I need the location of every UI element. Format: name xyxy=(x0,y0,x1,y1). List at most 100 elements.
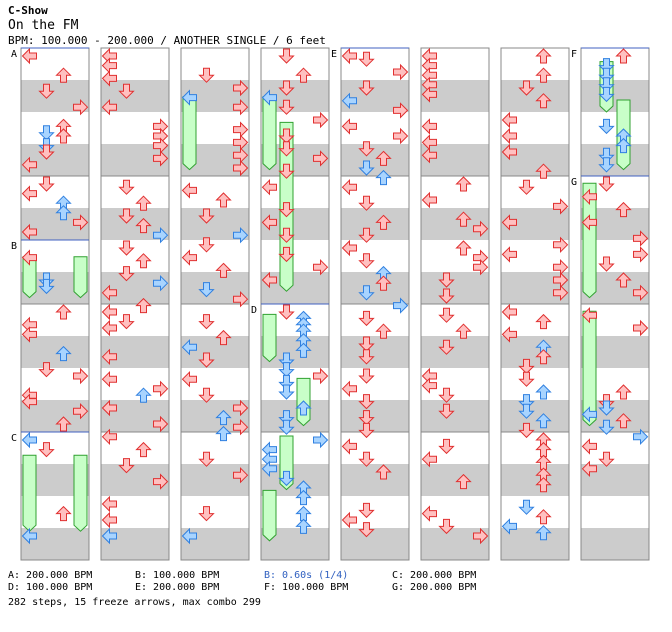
legend-b: B: 100.000 BPM xyxy=(135,570,220,581)
right-arrow xyxy=(153,380,169,398)
right-arrow xyxy=(233,79,249,97)
left-arrow xyxy=(21,431,37,449)
down-arrow xyxy=(358,368,375,384)
left-arrow xyxy=(101,348,117,366)
down-arrow xyxy=(358,310,375,327)
up-arrow xyxy=(55,416,72,432)
marker-label: D xyxy=(251,305,257,316)
up-arrow xyxy=(375,323,392,339)
up-arrow xyxy=(615,48,632,64)
down-arrow xyxy=(38,176,55,192)
left-arrow xyxy=(21,326,37,343)
up-arrow xyxy=(55,205,72,221)
down-arrow xyxy=(598,451,615,467)
down-arrow xyxy=(438,518,455,535)
up-arrow xyxy=(55,67,72,83)
left-arrow xyxy=(581,214,597,231)
up-arrow xyxy=(535,509,552,525)
legend-b-stop: B: 0.60s (1/4) xyxy=(264,570,349,581)
up-arrow xyxy=(535,313,552,330)
left-arrow xyxy=(341,511,357,529)
beat-stripe xyxy=(581,112,649,144)
up-arrow xyxy=(55,345,72,362)
column-border xyxy=(500,47,570,561)
beat-stripe xyxy=(181,48,249,80)
left-arrow xyxy=(501,214,517,231)
beat-stripe xyxy=(581,48,649,80)
right-arrow xyxy=(313,367,329,385)
left-arrow xyxy=(21,156,37,174)
marker-label: G xyxy=(571,177,577,188)
right-arrow xyxy=(313,258,329,276)
up-arrow xyxy=(295,518,312,534)
left-arrow xyxy=(421,86,437,103)
down-arrow xyxy=(38,442,55,458)
left-arrow xyxy=(101,303,117,321)
freeze-arrow xyxy=(73,454,88,532)
right-arrow xyxy=(313,111,329,129)
right-arrow xyxy=(313,431,329,449)
left-arrow xyxy=(181,182,197,199)
down-arrow xyxy=(358,227,375,243)
left-arrow xyxy=(581,438,597,455)
marker-label: A xyxy=(11,49,17,60)
down-arrow xyxy=(438,387,455,403)
legend-g: G: 200.000 BPM xyxy=(392,582,477,593)
marker-label: C xyxy=(11,433,17,444)
up-arrow xyxy=(215,409,232,426)
left-arrow xyxy=(421,505,437,522)
down-arrow xyxy=(598,419,615,435)
down-arrow xyxy=(198,208,215,224)
down-arrow xyxy=(358,522,375,538)
left-arrow xyxy=(341,178,357,196)
right-arrow xyxy=(233,98,249,116)
up-arrow xyxy=(135,441,152,458)
up-arrow xyxy=(295,67,312,83)
up-arrow xyxy=(295,342,312,358)
down-arrow xyxy=(118,208,135,224)
freeze-arrow xyxy=(262,313,277,363)
left-arrow xyxy=(21,223,37,241)
left-arrow xyxy=(421,118,437,135)
left-arrow xyxy=(101,399,117,417)
left-arrow xyxy=(581,406,597,423)
beat-stripe xyxy=(101,176,169,208)
down-arrow xyxy=(518,80,535,96)
freeze-arrow xyxy=(582,310,597,427)
beat-stripe xyxy=(501,400,569,432)
down-arrow xyxy=(278,128,295,144)
down-arrow xyxy=(518,358,535,375)
beat-stripe xyxy=(581,496,649,528)
left-arrow xyxy=(581,460,597,478)
beat-stripe xyxy=(341,464,409,496)
right-arrow xyxy=(153,473,169,490)
right-arrow xyxy=(633,246,649,263)
up-arrow xyxy=(295,400,312,416)
beat-stripe xyxy=(181,304,249,336)
left-arrow xyxy=(341,438,357,455)
up-arrow xyxy=(535,93,552,109)
down-arrow xyxy=(278,304,295,320)
down-arrow xyxy=(38,144,55,160)
up-arrow xyxy=(375,464,392,480)
beat-stripe xyxy=(181,336,249,368)
freeze-arrow xyxy=(262,489,277,542)
beat-stripe xyxy=(181,464,249,496)
beat-stripe xyxy=(501,528,569,560)
right-arrow xyxy=(633,230,649,247)
down-arrow xyxy=(198,282,215,298)
up-arrow xyxy=(295,489,312,506)
beat-stripe xyxy=(501,464,569,496)
up-arrow xyxy=(215,192,232,208)
down-arrow xyxy=(118,458,135,474)
beat-stripe xyxy=(341,400,409,432)
down-arrow xyxy=(438,339,455,355)
left-arrow xyxy=(261,271,277,289)
beat-stripe xyxy=(341,336,409,368)
up-arrow xyxy=(375,150,392,166)
legend-c: C: 200.000 BPM xyxy=(392,570,477,581)
right-arrow xyxy=(473,220,489,238)
up-arrow xyxy=(535,413,552,429)
left-arrow xyxy=(261,178,277,196)
beat-stripe xyxy=(21,112,89,144)
